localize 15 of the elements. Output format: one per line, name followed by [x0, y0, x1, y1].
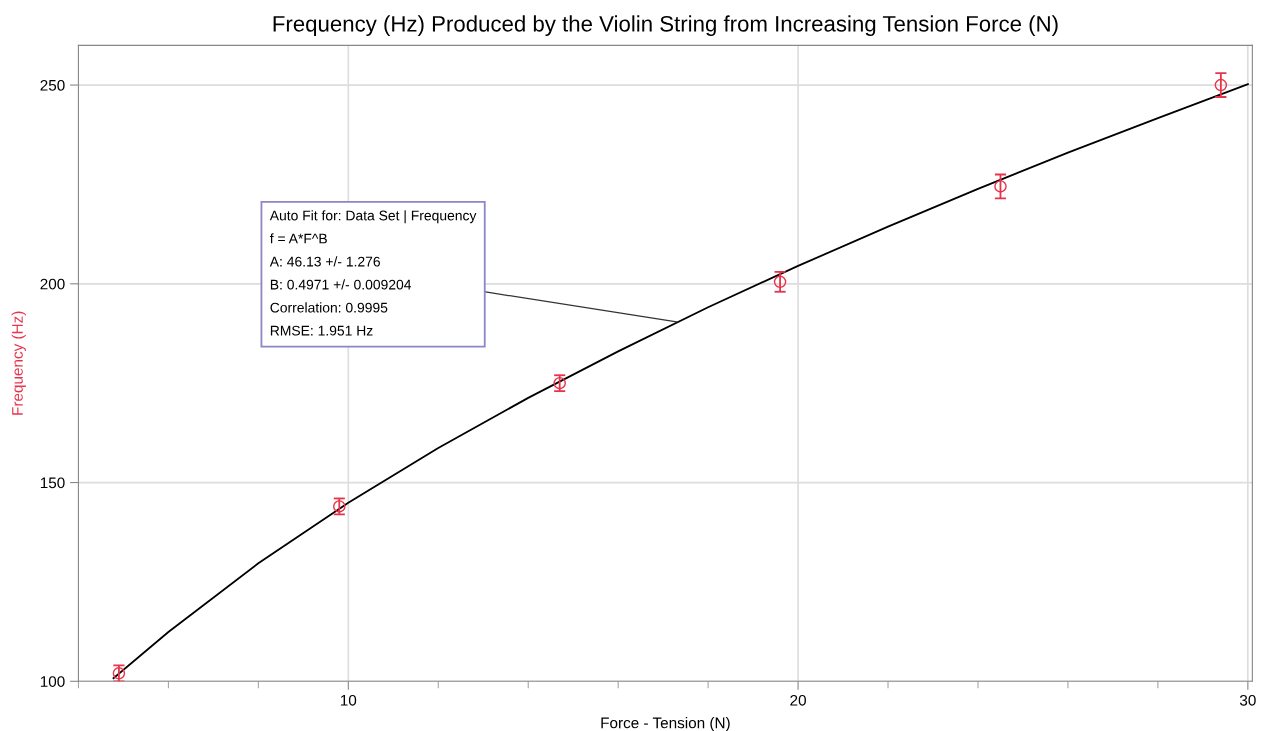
y-tick-label: 200	[40, 278, 65, 290]
y-axis-title: Frequency (Hz)	[11, 311, 26, 415]
x-tick-label: 10	[340, 694, 357, 706]
line-series	[112, 83, 1249, 680]
x-tick-label: 20	[790, 694, 806, 706]
chart-title: Frequency (Hz) Produced by the Violin String from Increasing Tension Force (N)	[273, 15, 1058, 37]
x-axis-title: Force - Tension (N)	[601, 717, 730, 731]
point	[994, 180, 1007, 193]
point	[1214, 78, 1228, 92]
annotation: Auto Fit for: Data Set | Frequency f = A*F^B A: 46.13 +/- 1.276 B: 0.4971 +/- 0.009204 Correlation: 0.9995 RMSE: 1.951 Hz	[269, 210, 477, 336]
y-tick-label: 250	[40, 79, 65, 91]
y-tick-label: 100	[40, 676, 65, 687]
x-tick-label: 30	[1239, 694, 1256, 706]
point	[773, 275, 787, 289]
y-tick-label: 150	[40, 477, 65, 489]
